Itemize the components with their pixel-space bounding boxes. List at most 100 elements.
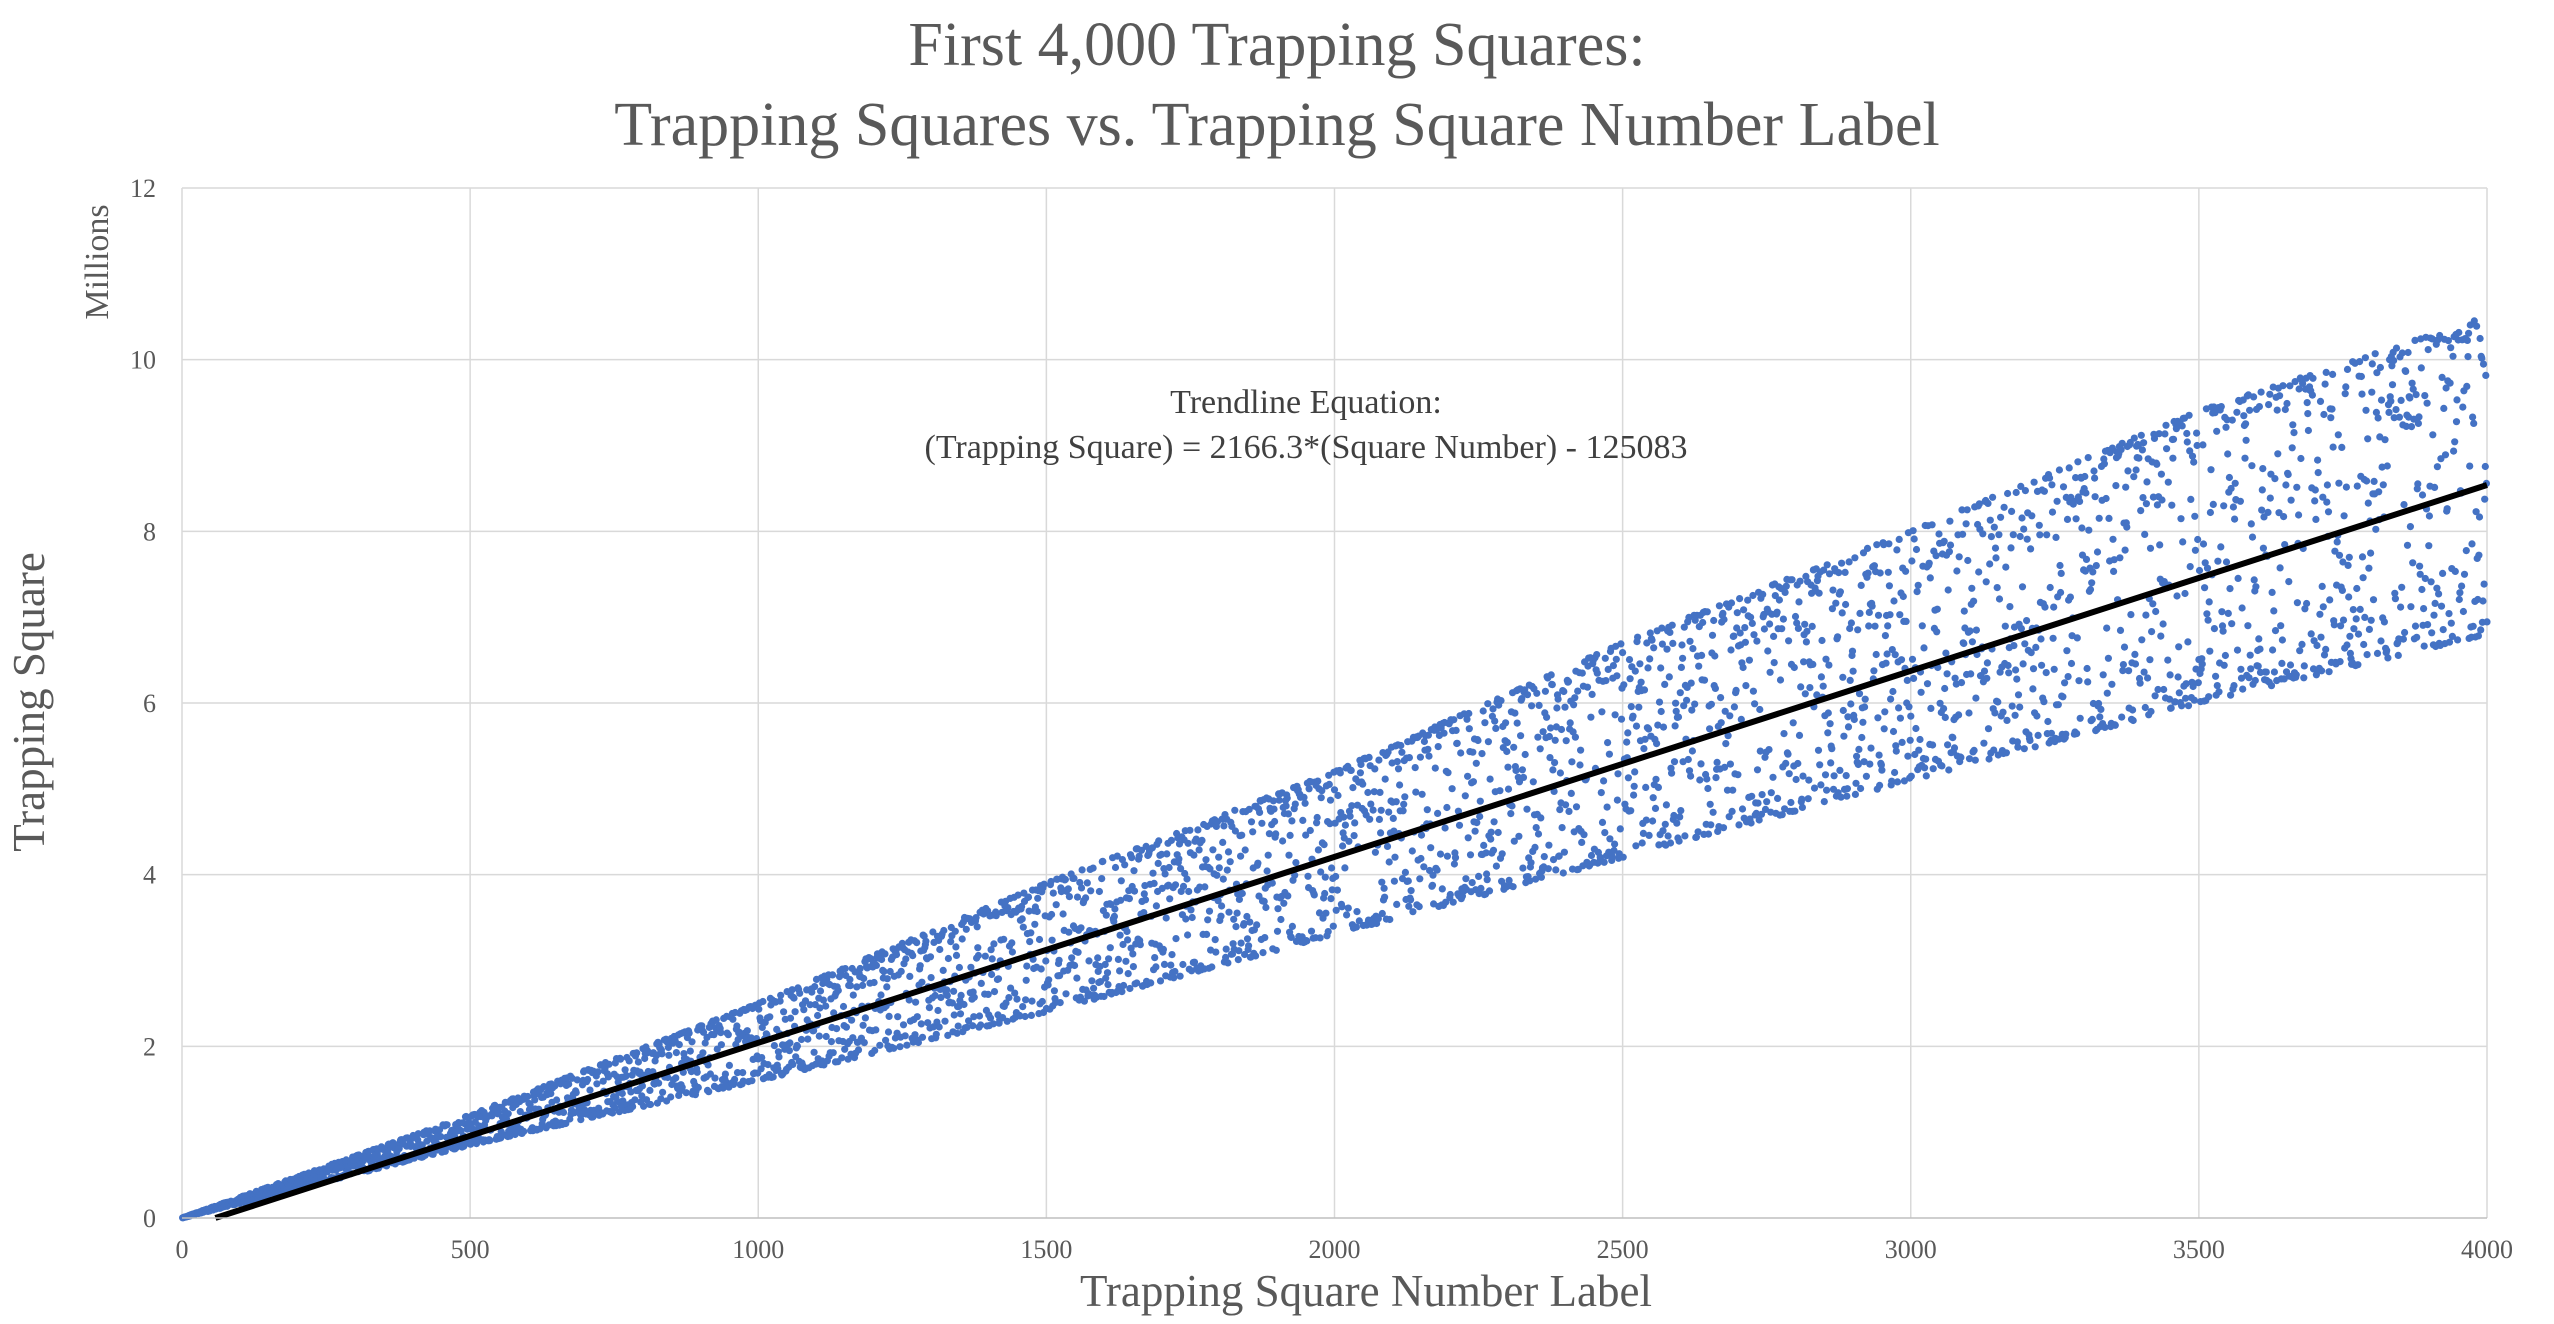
- data-point: [1659, 723, 1668, 731]
- data-point: [2095, 514, 2103, 522]
- data-point: [2330, 621, 2338, 629]
- data-point: [1243, 912, 1251, 921]
- data-point: [1685, 767, 1694, 775]
- data-point: [1378, 878, 1386, 886]
- data-point: [2118, 713, 2126, 721]
- data-point: [2475, 551, 2483, 559]
- data-point: [2265, 401, 2273, 409]
- data-point: [1923, 680, 1932, 688]
- data-point: [625, 1057, 633, 1065]
- data-point: [1486, 775, 1494, 783]
- data-point: [2146, 656, 2154, 664]
- data-point: [1537, 873, 1545, 881]
- data-point: [2002, 563, 2010, 571]
- data-point: [2186, 563, 2194, 571]
- data-point: [1872, 650, 1880, 659]
- data-point: [1272, 946, 1280, 954]
- data-point: [1101, 960, 1109, 969]
- data-point: [1316, 934, 1324, 942]
- data-point: [2131, 650, 2139, 659]
- data-point: [1002, 999, 1010, 1007]
- data-point: [2286, 661, 2295, 669]
- data-point: [1443, 852, 1451, 860]
- data-point: [1574, 687, 1582, 695]
- data-point: [1601, 829, 1609, 837]
- data-point: [2169, 435, 2178, 443]
- data-point: [1627, 703, 1635, 711]
- data-point: [2095, 699, 2103, 708]
- data-point: [1707, 821, 1715, 829]
- data-point: [2414, 419, 2422, 427]
- data-point: [1723, 786, 1732, 794]
- data-point: [1008, 939, 1016, 947]
- data-point: [2229, 503, 2237, 511]
- data-point: [1478, 750, 1486, 758]
- data-point: [1757, 810, 1766, 818]
- data-point: [2177, 515, 2185, 523]
- data-point: [918, 978, 926, 986]
- data-point: [841, 965, 849, 973]
- data-point: [1828, 605, 1836, 613]
- data-point: [1341, 821, 1349, 829]
- data-point: [1631, 768, 1639, 776]
- data-point: [2356, 605, 2364, 614]
- data-point: [2479, 360, 2488, 368]
- data-point: [1754, 799, 1762, 807]
- data-point: [1611, 711, 1619, 719]
- data-point: [842, 1023, 851, 1031]
- data-point: [1861, 703, 1869, 711]
- data-point: [1175, 855, 1183, 863]
- data-point: [2089, 568, 2097, 576]
- data-point: [1876, 781, 1884, 790]
- data-point: [1957, 753, 1965, 762]
- data-point: [1666, 839, 1675, 847]
- data-point: [2029, 665, 2038, 673]
- data-point: [2059, 483, 2068, 491]
- data-point: [2137, 431, 2145, 439]
- data-point: [2166, 671, 2174, 679]
- data-point: [2130, 434, 2138, 442]
- data-point: [1910, 674, 1918, 683]
- data-point: [892, 951, 901, 959]
- data-point: [638, 1082, 647, 1090]
- data-point: [1390, 877, 1398, 885]
- data-point: [1321, 889, 1329, 898]
- data-point: [1212, 948, 1220, 956]
- data-point: [629, 1103, 637, 1111]
- data-point: [2376, 363, 2384, 372]
- data-point: [758, 1054, 766, 1062]
- data-point: [1990, 746, 1998, 754]
- data-point: [1875, 751, 1883, 759]
- data-point: [1461, 792, 1469, 800]
- data-point: [1213, 871, 1221, 879]
- data-point: [2327, 414, 2335, 422]
- data-point: [1175, 840, 1184, 848]
- data-point: [2342, 483, 2350, 491]
- data-point: [992, 912, 1000, 920]
- data-point: [443, 1121, 451, 1129]
- data-point: [1612, 655, 1620, 663]
- data-point: [1259, 949, 1267, 957]
- data-point: [846, 982, 855, 990]
- data-point: [1378, 909, 1386, 918]
- data-point: [1646, 655, 1654, 663]
- data-point: [1028, 997, 1036, 1005]
- data-point: [2023, 535, 2031, 543]
- data-point: [2004, 489, 2012, 498]
- data-point: [2101, 723, 2109, 732]
- data-point: [1089, 864, 1097, 872]
- data-point: [1231, 806, 1239, 814]
- data-point: [1600, 777, 1608, 785]
- data-point: [2316, 610, 2324, 618]
- data-point: [944, 1031, 952, 1039]
- data-point: [1284, 810, 1292, 818]
- data-point: [2283, 399, 2291, 408]
- data-point: [1229, 940, 1237, 948]
- data-point: [1106, 944, 1114, 952]
- data-point: [1519, 864, 1527, 872]
- data-point: [1087, 887, 1095, 895]
- data-point: [2164, 478, 2172, 486]
- data-point: [1982, 578, 1990, 586]
- data-point: [1627, 807, 1635, 815]
- data-point: [2053, 497, 2061, 505]
